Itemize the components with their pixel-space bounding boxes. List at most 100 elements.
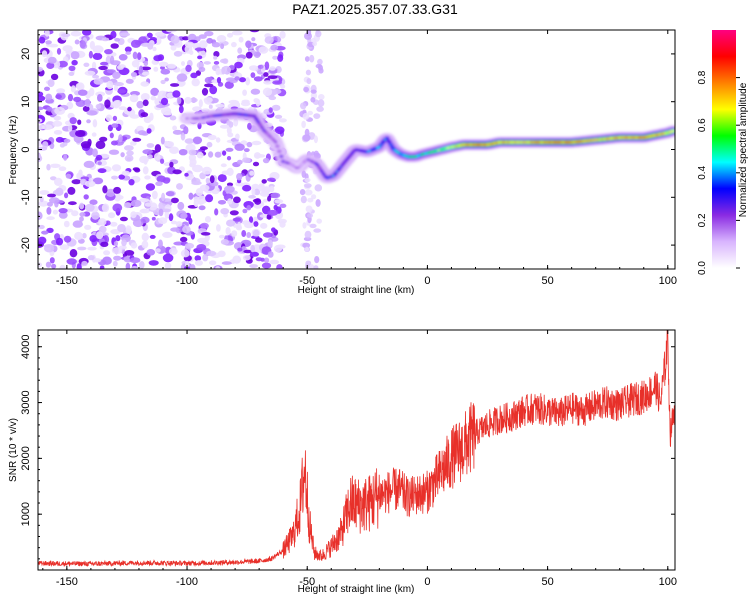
noise-blob-942 [109,132,114,139]
noise-blob-1009 [209,175,215,184]
noise-blob-805 [204,234,210,242]
noise-blob-884 [215,103,225,108]
noise-blob-505 [123,145,134,151]
noise-blob-941 [234,143,245,151]
noise-blob-371 [243,201,254,209]
noise-blob-566 [103,250,111,256]
noise-blob-957 [227,198,233,205]
noise-blob-538 [44,86,50,92]
noise-blob-962 [95,154,103,161]
noise-blob-1070 [222,58,229,64]
noise-blob-780 [204,216,212,223]
noise-blob-1126 [300,102,307,110]
noise-blob-1064 [167,63,177,69]
noise-blob-111 [280,84,286,89]
ridge-segment-2039 [352,149,356,152]
noise-blob-976 [249,65,259,71]
noise-blob-895 [114,37,121,42]
noise-blob-774 [198,200,204,205]
noise-blob-412 [189,97,198,103]
noise-blob-1055 [232,255,242,264]
noise-blob-840 [233,118,239,127]
noise-blob-1093 [193,198,199,208]
noise-blob-519 [168,247,178,255]
noise-blob-202 [179,81,186,86]
noise-blob-1065 [242,157,251,163]
noise-blob-307 [219,234,225,239]
noise-blob-305 [110,30,117,39]
noise-blob-1163 [310,97,316,103]
noise-blob-1098 [101,37,110,42]
noise-blob-865 [172,169,182,175]
ridge-segment-2033 [341,163,345,166]
noise-blob-795 [105,114,113,122]
noise-blob-928 [76,263,82,269]
noise-blob-890 [79,202,85,210]
ridge-segment-2028 [331,174,335,177]
noise-blob-549 [253,204,262,209]
noise-blob-1002 [160,97,169,106]
colorbar-tick-label-3: 0.6 [697,118,708,132]
noise-blob-471 [157,90,168,100]
colorbar: 0.0 0.2 0.4 0.6 0.8 Normalized spectral ampl… [697,30,749,275]
noise-blob-971 [270,44,279,51]
noise-blob-391 [132,51,138,60]
noise-blob-866 [130,72,138,77]
noise-blob-524 [146,143,155,148]
noise-blob-430 [237,221,242,230]
noise-blob-328 [194,255,202,262]
noise-blob-885 [92,148,98,157]
noise-blob-1158 [304,56,310,62]
snr-y-label: SNR (10 * v/v) [8,418,19,482]
noise-blob-411 [209,85,218,95]
noise-blob-687 [215,266,221,269]
noise-blob-293 [253,76,263,82]
noise-blob-783 [48,43,59,48]
noise-blob-1179 [315,30,320,35]
noise-blob-551 [233,196,241,204]
noise-blob-186 [129,114,140,119]
noise-blob-1031 [201,87,209,96]
noise-blob-809 [234,61,243,69]
noise-blob-693 [144,202,153,207]
noise-blob-820 [114,99,122,107]
noise-blob-984 [79,216,84,222]
noise-blob-407 [55,237,64,246]
noise-blob-785 [152,46,157,52]
noise-blob-871 [100,61,109,66]
noise-blob-1022 [184,96,192,104]
noise-blob-604 [245,77,251,86]
noise-blob-1181 [310,89,317,94]
noise-blob-873 [253,221,259,227]
colorbar-tick-label-1: 0.2 [697,213,708,227]
noise-blob-1127 [313,265,319,269]
noise-blob-1094 [143,60,149,66]
noise-blob-319 [105,55,111,65]
noise-blob-1138 [304,128,310,137]
noise-blob-1189 [313,135,318,144]
noise-blob-610 [254,154,266,158]
noise-blob-813 [258,46,269,54]
noise-blob-324 [263,80,272,85]
noise-blob-679 [113,82,124,87]
noise-blob-469 [229,210,239,216]
noise-blob-844 [205,194,214,203]
noise-blob-761 [139,261,145,269]
noise-blob-235 [260,222,268,229]
noise-blob-59 [82,105,90,112]
noise-blob-199 [119,216,128,222]
noise-blob-304 [251,187,256,196]
noise-blob-583 [200,222,209,229]
ridge-segment-2007 [291,164,295,167]
noise-blob-653 [54,177,63,186]
noise-blob-560 [178,149,188,156]
noise-blob-1175 [305,205,313,213]
noise-blob-860 [79,212,86,217]
noise-blob-960 [111,140,118,146]
y-tick-label-2: 3000 [20,390,32,414]
noise-blob-1045 [251,37,256,42]
noise-blob-480 [236,159,243,165]
noise-blob-1085 [147,42,154,50]
noise-blob-741 [261,179,267,184]
noise-blob-854 [98,218,107,226]
